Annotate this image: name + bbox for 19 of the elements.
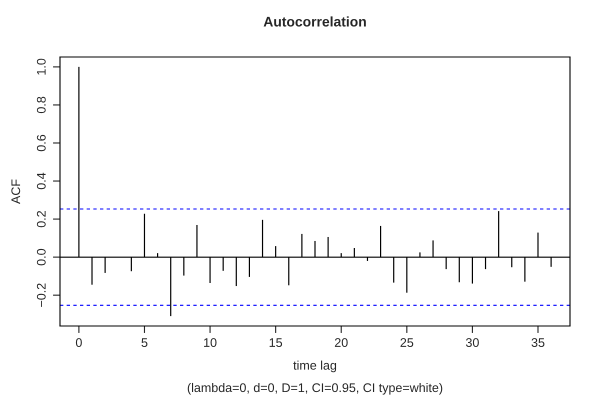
x-tick-label: 20 <box>334 338 348 347</box>
x-tick-label: 10 <box>204 338 217 347</box>
text: (lambda=0, d=0, D=1, CI=0.95, CI type=white) <box>188 382 442 395</box>
y-tick-label: 1.0 <box>36 58 46 75</box>
y-tick-label: 0.6 <box>36 134 46 152</box>
x-tick-label: 25 <box>400 338 414 347</box>
x-tick-label: 5 <box>142 338 148 347</box>
y-axis-title: ACF <box>11 180 20 204</box>
chart-title: Autocorrelation <box>264 16 366 27</box>
y-tick-label: 0.2 <box>36 211 46 228</box>
y-tick-label: 0.8 <box>36 96 46 114</box>
y-tick-label: 0.4 <box>36 172 46 190</box>
x-tick-label: 15 <box>270 338 282 347</box>
x-tick-label: 0 <box>76 338 82 347</box>
x-tick-label: 30 <box>466 338 479 347</box>
x-tick-label: 35 <box>532 338 544 347</box>
x-axis-title: time lag <box>293 360 336 372</box>
y-tick-label: 0.0 <box>36 248 46 266</box>
y-tick-label: −0.2 <box>36 283 46 307</box>
